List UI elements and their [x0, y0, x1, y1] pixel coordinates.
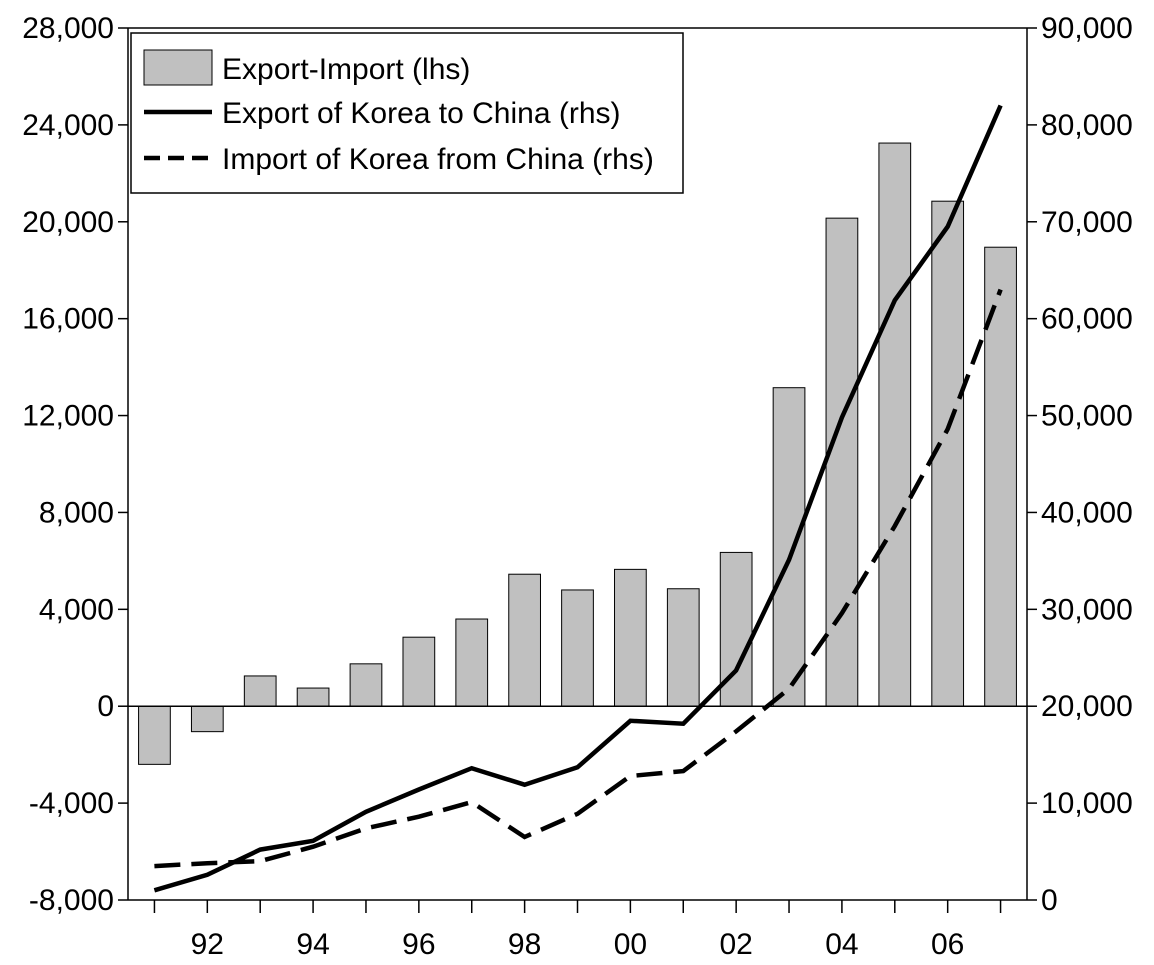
bar [402, 636, 436, 707]
left-tick-label: 24,000 [22, 109, 114, 142]
x-tick-label: 06 [931, 928, 964, 961]
right-tick-label: 40,000 [1041, 496, 1133, 529]
x-tick-label: 96 [402, 928, 435, 961]
legend-label: Export of Korea to China (rhs) [222, 97, 621, 130]
bar [561, 589, 594, 707]
x-tick-label: 94 [296, 928, 329, 961]
bar [138, 705, 171, 765]
right-tick-label: 20,000 [1041, 690, 1133, 723]
legend-label: Import of Korea from China (rhs) [222, 143, 654, 176]
left-tick-label: 16,000 [22, 303, 114, 336]
right-tick-label: 90,000 [1041, 12, 1133, 45]
left-tick-label: 0 [97, 690, 114, 723]
bar-series [138, 142, 1017, 765]
bar [349, 663, 383, 707]
line-series [153, 104, 1003, 893]
right-tick-label: 70,000 [1041, 206, 1133, 239]
right-tick-label: 30,000 [1041, 593, 1133, 626]
x-tick-label: 04 [825, 928, 858, 961]
x-tick-label: 98 [508, 928, 541, 961]
left-tick-label: 8,000 [39, 496, 114, 529]
bar [931, 200, 965, 707]
right-tick-label: 50,000 [1041, 400, 1133, 433]
bar [455, 618, 489, 707]
legend: Export-Import (lhs) Export of Korea to Ch… [130, 32, 684, 194]
x-tick-label: 00 [614, 928, 647, 961]
right-tick-label: 0 [1041, 884, 1058, 917]
left-tick-label: 20,000 [22, 206, 114, 239]
bar [243, 675, 277, 707]
left-tick-label: -4,000 [29, 787, 114, 820]
bar [508, 573, 541, 707]
left-tick-label: 28,000 [22, 12, 114, 45]
bar [614, 568, 647, 707]
bar [772, 387, 806, 707]
right-tick-label: 10,000 [1041, 787, 1133, 820]
x-tick-label: 02 [719, 928, 752, 961]
legend-swatch-bar [143, 49, 213, 86]
bar [878, 142, 912, 707]
bar [190, 705, 224, 733]
left-tick-label: 12,000 [22, 400, 114, 433]
left-tick-label: 4,000 [39, 593, 114, 626]
right-tick-label: 60,000 [1041, 303, 1133, 336]
legend-box [130, 32, 684, 194]
export-line [153, 104, 1003, 893]
bar [825, 217, 859, 707]
right-tick-label: 80,000 [1041, 109, 1133, 142]
left-tick-label: -8,000 [29, 884, 114, 917]
import-line [154, 288, 1003, 869]
bar [666, 588, 700, 707]
x-tick-label: 92 [191, 928, 224, 961]
axes: -8,000 -4,000 0 4,000 8,000 12,000 16,000 20,00… [22, 12, 1133, 961]
legend-label: Export-Import (lhs) [222, 53, 470, 86]
bar [296, 687, 330, 707]
